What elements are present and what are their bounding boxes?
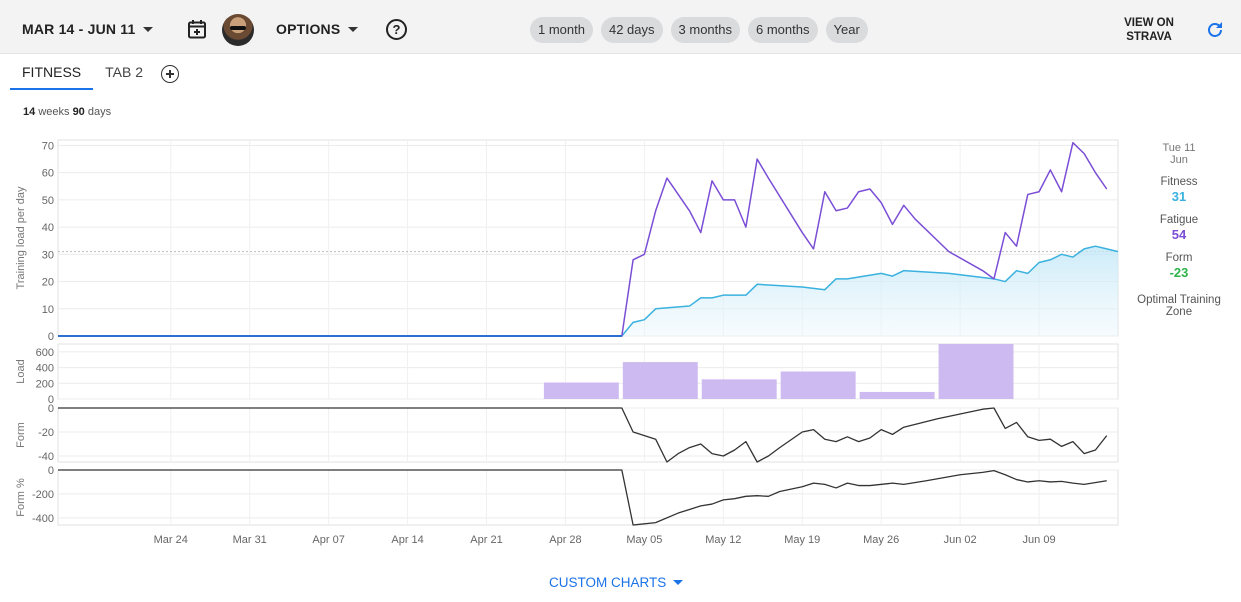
fatigue-value: 54: [1171, 227, 1187, 242]
y-tick-label: -20: [38, 427, 54, 439]
chevron-down-icon: [143, 26, 154, 32]
chip-6-months[interactable]: 6 months: [748, 17, 818, 43]
y-axis-label: Training load per day: [15, 186, 27, 289]
view-on-strava-link[interactable]: VIEW ON STRAVA: [1124, 17, 1174, 43]
add-tab-icon[interactable]: [161, 65, 179, 83]
form-line: [58, 407, 1108, 463]
chevron-down-icon: [673, 580, 684, 585]
form-label: Form: [1165, 252, 1193, 264]
form-line: [58, 469, 1107, 526]
load-bar: [622, 362, 698, 399]
fitness-label: Fitness: [1160, 176, 1198, 188]
chevron-down-icon: [348, 26, 359, 32]
y-axis-label: Form: [15, 422, 27, 448]
x-tick-label: Jun 09: [1023, 534, 1056, 546]
y-tick-label: 0: [48, 403, 54, 415]
chip-3-months[interactable]: 3 months: [670, 17, 741, 43]
load-bar: [780, 371, 856, 399]
avatar[interactable]: [222, 14, 254, 46]
fatigue-label: Fatigue: [1159, 214, 1199, 226]
period-chips: 1 month 42 days 3 months 6 months Year: [530, 17, 868, 43]
y-tick-label: 0: [48, 394, 54, 406]
y-axis-label: Load: [15, 359, 27, 383]
panel-frame: [57, 407, 1119, 463]
x-tick-label: Jun 02: [944, 534, 977, 546]
y-tick-label: -200: [32, 489, 54, 501]
y-tick-label: 30: [42, 249, 54, 261]
custom-charts-dropdown[interactable]: CUSTOM CHARTS: [549, 575, 684, 590]
y-tick-label: 0: [48, 465, 54, 477]
fatigue-line: [58, 141, 1108, 337]
span-info: 14 weeks 90 days: [23, 106, 111, 118]
y-tick-label: 60: [42, 168, 54, 180]
x-tick-label: Apr 14: [391, 534, 423, 546]
y-tick-label: 10: [42, 304, 54, 316]
load-bar: [701, 379, 777, 399]
x-tick-label: Mar 31: [233, 534, 267, 546]
y-tick-label: -400: [32, 513, 54, 525]
refresh-icon[interactable]: [1205, 20, 1225, 40]
y-tick-label: 0: [48, 331, 54, 343]
span-weeks-word: weeks: [38, 106, 70, 118]
y-tick-label: 600: [36, 347, 54, 359]
calendar-add-icon[interactable]: [187, 19, 207, 39]
date-range-dropdown[interactable]: MAR 14 - JUN 11: [22, 21, 154, 37]
optimal-zone-label: Optimal Training Zone: [1137, 294, 1221, 318]
x-tick-label: May 19: [784, 534, 820, 546]
chip-year[interactable]: Year: [825, 17, 868, 43]
form-value: -23: [1169, 265, 1189, 280]
fitness-line: [58, 245, 1119, 337]
y-tick-label: 400: [36, 363, 54, 375]
options-dropdown[interactable]: OPTIONS: [276, 21, 359, 37]
y-tick-label: 200: [36, 378, 54, 390]
panel-frame: [57, 469, 1119, 526]
side-panel: Tue 11 Jun Fitness 31 Fatigue 54 Form -2…: [1128, 142, 1230, 318]
options-label: OPTIONS: [276, 21, 341, 37]
x-tick-label: May 05: [626, 534, 662, 546]
y-tick-label: 20: [42, 277, 54, 289]
y-tick-label: -40: [38, 451, 54, 463]
x-tick-label: May 26: [863, 534, 899, 546]
chip-1-month[interactable]: 1 month: [530, 17, 593, 43]
x-tick-label: Mar 24: [154, 534, 188, 546]
date-range-label: MAR 14 - JUN 11: [22, 21, 136, 37]
tab-bar: FITNESS TAB 2: [10, 58, 179, 90]
y-tick-label: 50: [42, 195, 54, 207]
x-tick-label: May 12: [705, 534, 741, 546]
x-tick-label: Apr 28: [549, 534, 581, 546]
fitness-area: [58, 246, 1118, 336]
fitness-charts[interactable]: 70 60 50 40 30 20 10 0 Training load per day 600 4…: [0, 130, 1125, 560]
fitness-value: 31: [1171, 189, 1187, 204]
span-days: 90: [72, 106, 85, 118]
tab-2[interactable]: TAB 2: [105, 64, 143, 80]
load-bar: [859, 391, 935, 399]
x-tick-label: Apr 21: [470, 534, 502, 546]
top-bar: MAR 14 - JUN 11 OPTIONS ? 1 month 42 day…: [0, 0, 1241, 54]
chip-42-days[interactable]: 42 days: [600, 17, 663, 43]
help-icon[interactable]: ?: [386, 19, 407, 40]
y-tick-label: 70: [42, 140, 54, 152]
y-axis-label: Form %: [15, 478, 27, 517]
x-tick-label: Apr 07: [312, 534, 344, 546]
span-weeks: 14: [23, 106, 36, 118]
custom-charts-label: CUSTOM CHARTS: [549, 575, 667, 590]
tab-fitness[interactable]: FITNESS: [10, 58, 94, 90]
y-tick-label: 40: [42, 222, 54, 234]
load-bar: [938, 344, 1014, 399]
load-bar: [543, 382, 619, 399]
side-date: Tue 11 Jun: [1162, 142, 1196, 166]
span-days-word: days: [87, 106, 112, 118]
